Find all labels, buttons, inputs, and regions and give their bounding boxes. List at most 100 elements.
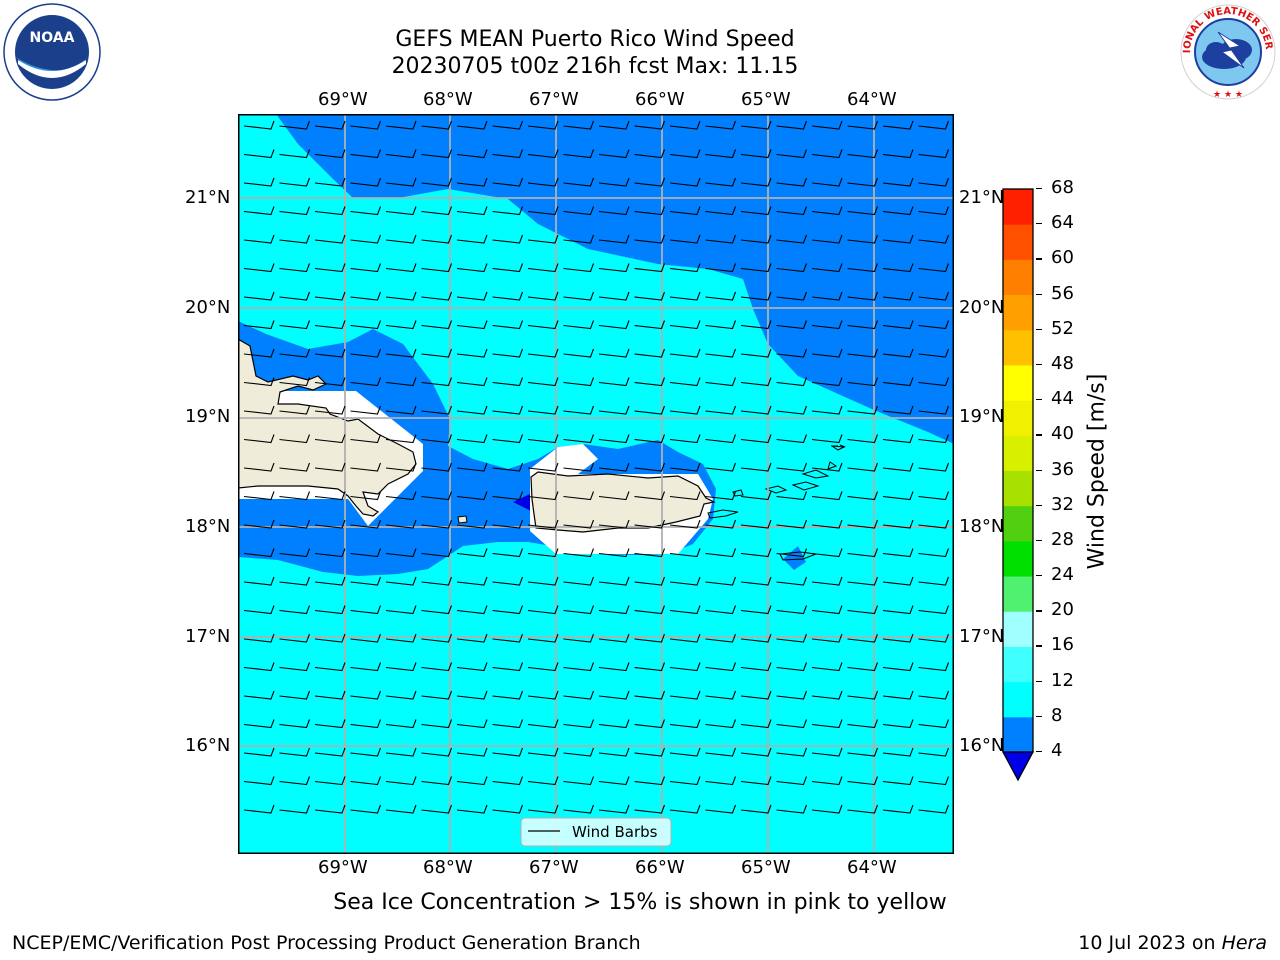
wind-barb bbox=[243, 120, 275, 130]
wind-barb bbox=[811, 177, 843, 187]
colorbar-tick-label: 64 bbox=[1051, 212, 1074, 234]
wind-barb bbox=[598, 434, 630, 444]
wind-barb bbox=[776, 690, 808, 700]
wind-barb bbox=[279, 120, 311, 130]
colorbar-segment bbox=[1003, 400, 1033, 436]
wind-barb bbox=[634, 462, 666, 472]
colorbar-tick-label: 12 bbox=[1051, 669, 1074, 691]
wind-barb bbox=[598, 719, 630, 729]
wind-barb bbox=[350, 491, 382, 501]
wind-barb bbox=[456, 804, 488, 814]
wind-barb bbox=[634, 491, 666, 501]
wind-barb bbox=[776, 576, 808, 586]
wind-barb bbox=[918, 434, 950, 444]
lat-label-left-21n: 21°N bbox=[185, 187, 231, 208]
wind-barb bbox=[421, 177, 453, 187]
wind-barb bbox=[634, 405, 666, 415]
wind-barb bbox=[243, 462, 275, 472]
wind-barb bbox=[776, 263, 808, 273]
wind-barb bbox=[740, 690, 772, 700]
wind-barb bbox=[669, 548, 701, 558]
wind-barb bbox=[669, 605, 701, 615]
wind-barb bbox=[492, 462, 524, 472]
wind-barb bbox=[350, 120, 382, 130]
puerto-rico-land bbox=[530, 471, 716, 533]
wind-barb bbox=[705, 234, 737, 244]
wind-barb bbox=[492, 405, 524, 415]
wind-barb bbox=[243, 776, 275, 786]
wind-barb bbox=[634, 320, 666, 330]
wind-barb bbox=[421, 548, 453, 558]
colorbar-label: Wind Speed [m/s] bbox=[1084, 373, 1110, 570]
colorbar-tick-mark bbox=[1036, 469, 1042, 471]
colorbar-tick-label: 16 bbox=[1051, 634, 1074, 656]
wind-barb bbox=[314, 491, 346, 501]
wind-barb bbox=[563, 719, 595, 729]
wind-barb bbox=[350, 434, 382, 444]
wind-barb bbox=[456, 633, 488, 643]
wind-barb bbox=[421, 576, 453, 586]
colorbar-extend-min bbox=[1001, 751, 1035, 782]
wind-barb bbox=[279, 548, 311, 558]
wind-barb bbox=[527, 662, 559, 672]
wind-barb bbox=[811, 776, 843, 786]
wind-barb bbox=[740, 434, 772, 444]
wind-barb bbox=[669, 234, 701, 244]
wind-barb bbox=[669, 206, 701, 216]
wind-barb bbox=[634, 519, 666, 529]
wind-barb bbox=[847, 548, 879, 558]
lon-label-top-66w: 66°W bbox=[635, 89, 685, 110]
wind-barb bbox=[421, 462, 453, 472]
wind-barb bbox=[456, 177, 488, 187]
wind-barb bbox=[314, 633, 346, 643]
colorbar-segment bbox=[1003, 576, 1033, 612]
wind-barb bbox=[598, 206, 630, 216]
wind-barb bbox=[350, 548, 382, 558]
wind-barb bbox=[669, 719, 701, 729]
wind-barb bbox=[350, 576, 382, 586]
wind-barb bbox=[705, 263, 737, 273]
wind-barb bbox=[882, 405, 914, 415]
wind-map: Wind Barbs bbox=[238, 114, 954, 854]
wind-barb bbox=[385, 206, 417, 216]
wind-barb bbox=[740, 548, 772, 558]
colorbar-tick-mark bbox=[1036, 751, 1042, 753]
wind-barb bbox=[847, 519, 879, 529]
wind-barb bbox=[563, 548, 595, 558]
wind-barb bbox=[421, 633, 453, 643]
wind-barb bbox=[492, 263, 524, 273]
wind-barb bbox=[385, 320, 417, 330]
wind-barb bbox=[563, 519, 595, 529]
wind-barb bbox=[882, 747, 914, 757]
lon-label-top-64w: 64°W bbox=[847, 89, 897, 110]
wind-barb bbox=[847, 234, 879, 244]
wind-barb bbox=[314, 662, 346, 672]
wind-barb bbox=[492, 434, 524, 444]
wind-barb bbox=[456, 234, 488, 244]
wind-barb bbox=[918, 291, 950, 301]
wind-barb bbox=[918, 405, 950, 415]
lon-label-top-65w: 65°W bbox=[741, 89, 791, 110]
wind-barb bbox=[243, 633, 275, 643]
wind-barb bbox=[279, 320, 311, 330]
wind-barb bbox=[847, 776, 879, 786]
wind-barb bbox=[918, 548, 950, 558]
colorbar-segment bbox=[1003, 364, 1033, 401]
wind-barb bbox=[279, 747, 311, 757]
wind-barb bbox=[492, 605, 524, 615]
colorbar-tick-label: 44 bbox=[1051, 388, 1074, 410]
map-gridlines bbox=[238, 114, 954, 854]
wind-barb bbox=[456, 576, 488, 586]
wind-barb bbox=[421, 491, 453, 501]
wind-barb bbox=[740, 776, 772, 786]
wind-barb bbox=[243, 149, 275, 159]
wind-barb bbox=[563, 291, 595, 301]
wind-barb bbox=[421, 690, 453, 700]
wind-barb bbox=[385, 405, 417, 415]
wind-barb bbox=[563, 263, 595, 273]
wind-barb bbox=[598, 576, 630, 586]
wind-barb bbox=[527, 747, 559, 757]
wind-barb bbox=[918, 263, 950, 273]
wind-barb bbox=[492, 320, 524, 330]
wind-barb bbox=[385, 719, 417, 729]
